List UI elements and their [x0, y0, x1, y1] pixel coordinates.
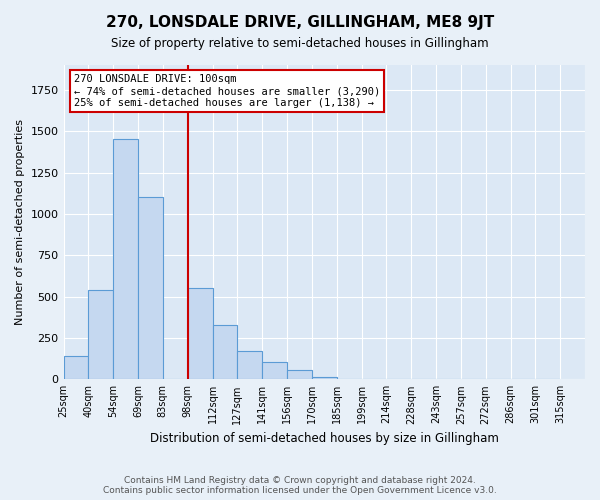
Bar — [312, 377, 337, 380]
Bar — [238, 351, 262, 380]
Text: 270 LONSDALE DRIVE: 100sqm
← 74% of semi-detached houses are smaller (3,290)
25%: 270 LONSDALE DRIVE: 100sqm ← 74% of semi… — [74, 74, 380, 108]
Bar — [212, 324, 238, 380]
Bar — [64, 356, 88, 380]
Text: 270, LONSDALE DRIVE, GILLINGHAM, ME8 9JT: 270, LONSDALE DRIVE, GILLINGHAM, ME8 9JT — [106, 15, 494, 30]
Y-axis label: Number of semi-detached properties: Number of semi-detached properties — [15, 119, 25, 325]
Bar — [138, 198, 163, 380]
Bar — [262, 362, 287, 380]
Bar — [188, 288, 212, 380]
Text: Size of property relative to semi-detached houses in Gillingham: Size of property relative to semi-detach… — [111, 38, 489, 51]
Text: Contains public sector information licensed under the Open Government Licence v3: Contains public sector information licen… — [103, 486, 497, 495]
Text: Contains HM Land Registry data © Crown copyright and database right 2024.: Contains HM Land Registry data © Crown c… — [124, 476, 476, 485]
Bar — [113, 140, 138, 380]
Bar — [88, 290, 113, 380]
X-axis label: Distribution of semi-detached houses by size in Gillingham: Distribution of semi-detached houses by … — [150, 432, 499, 445]
Bar — [287, 370, 312, 380]
